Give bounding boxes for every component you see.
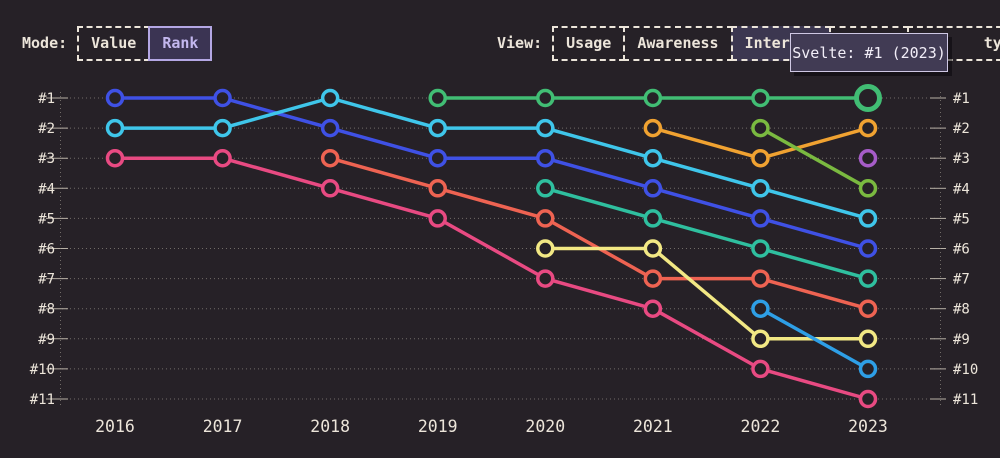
rank-label-right: #5 — [953, 211, 970, 227]
data-point-yellow-2022[interactable] — [751, 329, 770, 349]
year-label: 2022 — [741, 417, 781, 436]
data-point-green-2023[interactable] — [854, 84, 882, 112]
data-point-green-2019[interactable] — [428, 88, 447, 108]
rank-label-right: #7 — [953, 272, 970, 288]
data-point-pink-2022[interactable] — [751, 359, 770, 379]
data-point-teal-2021[interactable] — [643, 209, 663, 228]
rank-label-right: #2 — [953, 121, 970, 137]
data-point-pink-2020[interactable] — [536, 269, 555, 288]
data-point-lime-2023[interactable] — [858, 179, 878, 198]
series-line-salmon — [328, 156, 870, 311]
series-line-cyan — [113, 96, 870, 221]
data-point-lime-2022[interactable] — [751, 118, 770, 138]
series-line-sky — [758, 306, 870, 371]
data-point-pink-2017[interactable] — [213, 148, 232, 168]
data-point-cyan-2019[interactable] — [428, 118, 447, 138]
data-point-pink-2023[interactable] — [858, 389, 878, 409]
data-point-blue-2023[interactable] — [858, 239, 878, 258]
rank-label-left: #1 — [38, 91, 55, 107]
data-point-orange-2023[interactable] — [858, 118, 878, 138]
year-label: 2016 — [95, 417, 135, 436]
rank-label-left: #7 — [38, 272, 55, 288]
data-point-salmon-2019[interactable] — [428, 179, 447, 198]
data-point-cyan-2017[interactable] — [213, 118, 232, 138]
mode-control-group: Mode: Value Rank — [22, 25, 213, 61]
tooltip: Svelte: #1 (2023) — [790, 33, 948, 72]
rank-label-right: #10 — [953, 362, 978, 378]
year-label: 2021 — [633, 417, 673, 436]
series-line-teal — [543, 186, 870, 281]
data-point-salmon-2021[interactable] — [643, 269, 663, 288]
rank-label-right: #3 — [953, 151, 970, 167]
year-label: 2017 — [203, 417, 243, 436]
rank-label-left: #11 — [30, 392, 55, 408]
data-point-salmon-2022[interactable] — [751, 269, 770, 288]
mode-button-rank[interactable]: Rank — [148, 25, 213, 61]
data-point-teal-2023[interactable] — [858, 269, 878, 288]
rank-label-left: #5 — [38, 211, 55, 227]
data-point-blue-2021[interactable] — [643, 179, 663, 198]
data-point-yellow-2023[interactable] — [858, 329, 878, 349]
data-point-green-2021[interactable] — [643, 88, 663, 108]
rank-label-left: #8 — [38, 302, 55, 318]
data-point-pink-2016[interactable] — [105, 148, 125, 168]
series-line-pink — [113, 156, 870, 401]
view-label: View: — [497, 34, 543, 52]
rank-label-right: #11 — [953, 392, 978, 408]
data-point-orange-2022[interactable] — [751, 148, 770, 168]
data-point-teal-2022[interactable] — [751, 239, 770, 258]
data-point-blue-2022[interactable] — [751, 209, 770, 228]
data-point-purple-2023[interactable] — [858, 148, 878, 168]
data-point-yellow-2021[interactable] — [643, 239, 663, 258]
data-point-salmon-2020[interactable] — [536, 209, 555, 228]
rank-label-right: #8 — [953, 302, 970, 318]
data-point-sky-2022[interactable] — [751, 299, 770, 318]
data-point-pink-2018[interactable] — [320, 179, 340, 198]
year-label: 2019 — [418, 417, 458, 436]
data-point-blue-2019[interactable] — [428, 148, 447, 168]
data-point-pink-2021[interactable] — [643, 299, 663, 318]
rank-label-right: #6 — [953, 242, 970, 258]
data-point-blue-2020[interactable] — [536, 148, 555, 168]
rank-label-left: #4 — [38, 181, 55, 197]
data-point-cyan-2023[interactable] — [858, 209, 878, 228]
rank-label-left: #3 — [38, 151, 55, 167]
data-point-cyan-2016[interactable] — [105, 118, 125, 138]
mode-button-value[interactable]: Value — [77, 25, 151, 61]
rank-label-right: #1 — [953, 91, 970, 107]
mode-label: Mode: — [22, 34, 68, 52]
data-point-green-2020[interactable] — [536, 88, 555, 108]
data-point-salmon-2023[interactable] — [858, 299, 878, 318]
tooltip-text: Svelte: #1 (2023) — [792, 43, 946, 62]
rank-label-right: #9 — [953, 332, 970, 348]
data-point-green-2022[interactable] — [751, 88, 770, 108]
rank-label-left: #6 — [38, 242, 55, 258]
data-point-cyan-2022[interactable] — [751, 179, 770, 198]
rank-label-left: #2 — [38, 121, 55, 137]
view-button-awareness[interactable]: Awareness — [623, 25, 733, 61]
year-label: 2018 — [310, 417, 350, 436]
data-point-blue-2018[interactable] — [320, 118, 340, 138]
data-point-blue-2016[interactable] — [105, 88, 125, 108]
data-point-teal-2020[interactable] — [536, 179, 555, 198]
rank-label-left: #9 — [38, 332, 55, 348]
data-point-blue-2017[interactable] — [213, 88, 232, 108]
year-label: 2020 — [525, 417, 565, 436]
rank-label-left: #10 — [30, 362, 55, 378]
series-line-blue — [113, 96, 870, 251]
data-point-pink-2019[interactable] — [428, 209, 447, 228]
data-point-cyan-2018[interactable] — [320, 88, 340, 108]
data-point-yellow-2020[interactable] — [536, 239, 555, 258]
data-point-orange-2021[interactable] — [643, 118, 663, 138]
data-point-sky-2023[interactable] — [858, 359, 878, 379]
series-line-lime — [758, 126, 870, 191]
view-button-usage[interactable]: Usage — [552, 25, 626, 61]
data-point-cyan-2020[interactable] — [536, 118, 555, 138]
rank-label-right: #4 — [953, 181, 970, 197]
data-point-cyan-2021[interactable] — [643, 148, 663, 168]
data-point-salmon-2018[interactable] — [320, 148, 340, 168]
year-label: 2023 — [848, 417, 888, 436]
